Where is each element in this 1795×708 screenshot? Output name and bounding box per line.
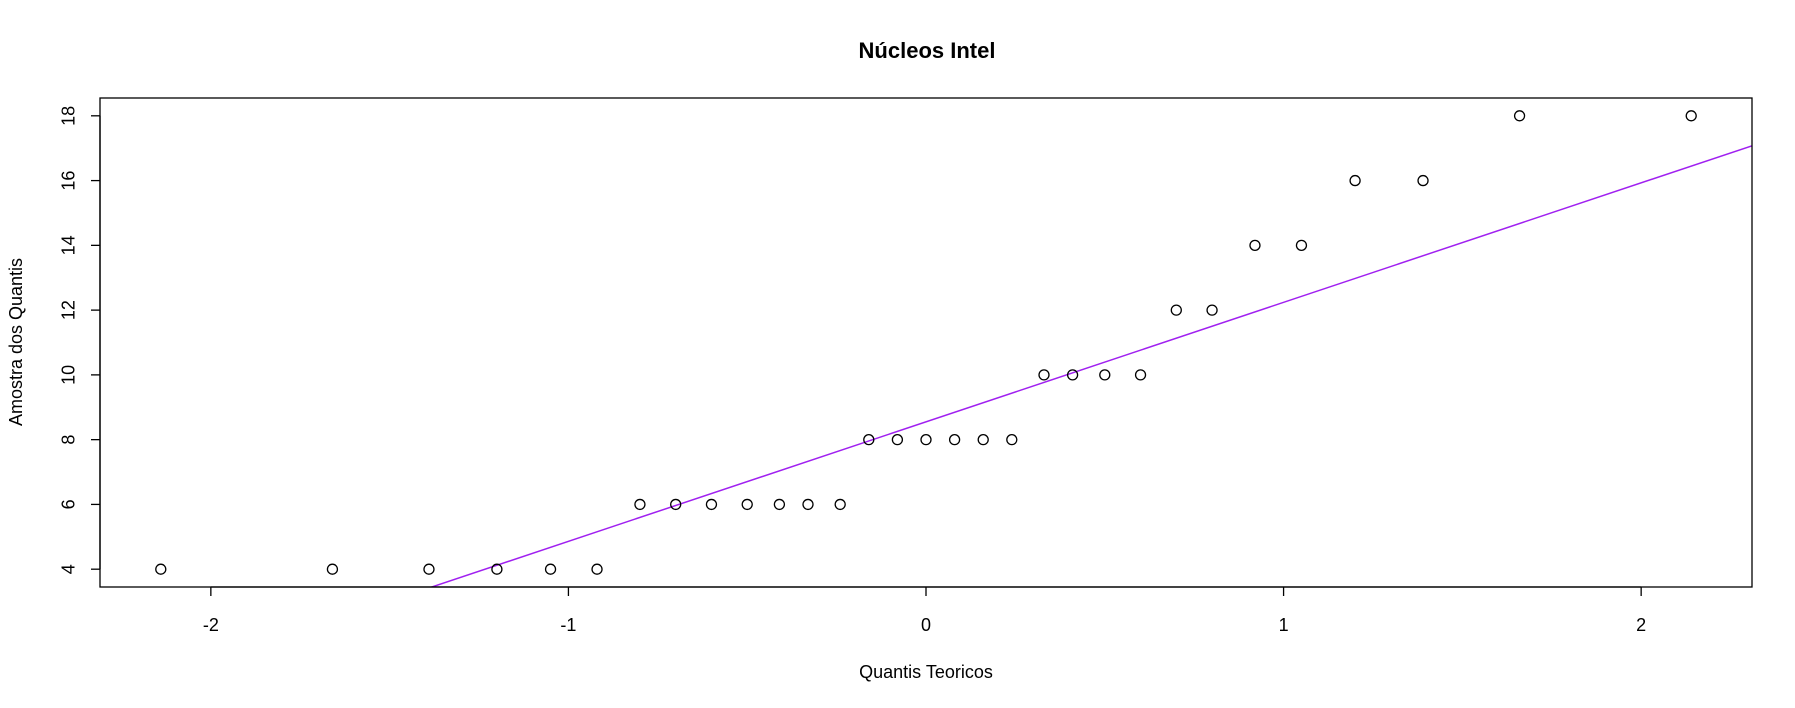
data-point xyxy=(948,434,961,446)
qq-reference-line xyxy=(429,145,1752,587)
x-tick-label: 1 xyxy=(1279,615,1289,635)
y-tick-label: 16 xyxy=(59,171,79,191)
chart-title: Núcleos Intel xyxy=(859,38,996,63)
y-tick-label: 12 xyxy=(59,300,79,320)
data-point xyxy=(491,563,503,575)
y-axis: 4 6 8 10 12 14 16 18 xyxy=(59,106,101,574)
x-tick-label: -1 xyxy=(560,615,576,635)
data-point xyxy=(834,498,846,511)
data-point xyxy=(1066,369,1079,381)
y-tick-label: 6 xyxy=(59,499,79,509)
x-axis-label: Quantis Teoricos xyxy=(859,662,993,682)
data-point xyxy=(1295,239,1308,251)
x-tick-label: 0 xyxy=(921,615,931,635)
x-tick-label: -2 xyxy=(203,615,219,635)
data-point xyxy=(1099,369,1111,381)
data-point xyxy=(1513,110,1526,122)
y-axis-label: Amostra dos Quantis xyxy=(6,258,26,426)
data-point xyxy=(1038,369,1050,381)
data-point xyxy=(1006,434,1018,446)
data-point xyxy=(1134,369,1147,381)
data-point xyxy=(544,563,557,575)
data-point xyxy=(155,563,167,575)
data-point xyxy=(802,498,814,511)
y-tick-label: 8 xyxy=(59,435,79,445)
data-point xyxy=(863,434,875,446)
y-tick-label: 10 xyxy=(59,365,79,385)
data-point xyxy=(1685,110,1697,122)
data-point xyxy=(326,563,339,575)
data-point xyxy=(1349,174,1361,187)
data-point xyxy=(1206,304,1218,316)
x-tick-label: 2 xyxy=(1636,615,1646,635)
data-point xyxy=(1417,174,1429,187)
data-point xyxy=(773,498,786,511)
data-point xyxy=(634,498,646,511)
plot-area xyxy=(155,110,1752,587)
y-tick-label: 14 xyxy=(59,235,79,255)
data-point xyxy=(670,498,682,511)
data-point xyxy=(591,563,603,575)
y-tick-label: 18 xyxy=(59,106,79,126)
data-point xyxy=(705,498,718,511)
data-point xyxy=(977,434,989,446)
y-tick-label: 4 xyxy=(59,564,79,574)
data-point xyxy=(423,563,435,575)
data-point xyxy=(920,434,932,446)
x-axis: -2 -1 0 1 2 xyxy=(203,586,1646,635)
data-point xyxy=(741,498,753,511)
data-point xyxy=(891,434,904,446)
data-point xyxy=(1170,304,1182,316)
data-point xyxy=(1249,239,1261,251)
